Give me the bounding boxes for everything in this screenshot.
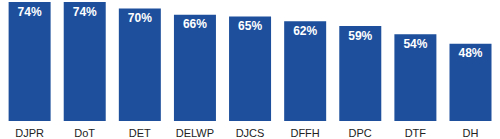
svg-text:65%: 65% xyxy=(238,19,262,33)
svg-text:66%: 66% xyxy=(183,17,207,31)
svg-text:DH: DH xyxy=(462,127,478,139)
svg-text:54%: 54% xyxy=(403,37,427,51)
svg-text:DoT: DoT xyxy=(74,127,95,139)
svg-text:48%: 48% xyxy=(458,46,482,60)
svg-text:DELWP: DELWP xyxy=(176,127,214,139)
svg-text:DET: DET xyxy=(129,127,151,139)
svg-text:DJPR: DJPR xyxy=(15,127,44,139)
svg-text:59%: 59% xyxy=(348,29,372,43)
svg-text:74%: 74% xyxy=(18,5,42,19)
svg-text:DJCS: DJCS xyxy=(236,127,265,139)
svg-text:DFFH: DFFH xyxy=(290,127,319,139)
svg-text:62%: 62% xyxy=(293,24,317,38)
svg-text:DPC: DPC xyxy=(349,127,372,139)
svg-text:DTF: DTF xyxy=(405,127,427,139)
svg-text:74%: 74% xyxy=(73,5,97,19)
svg-text:70%: 70% xyxy=(128,11,152,25)
